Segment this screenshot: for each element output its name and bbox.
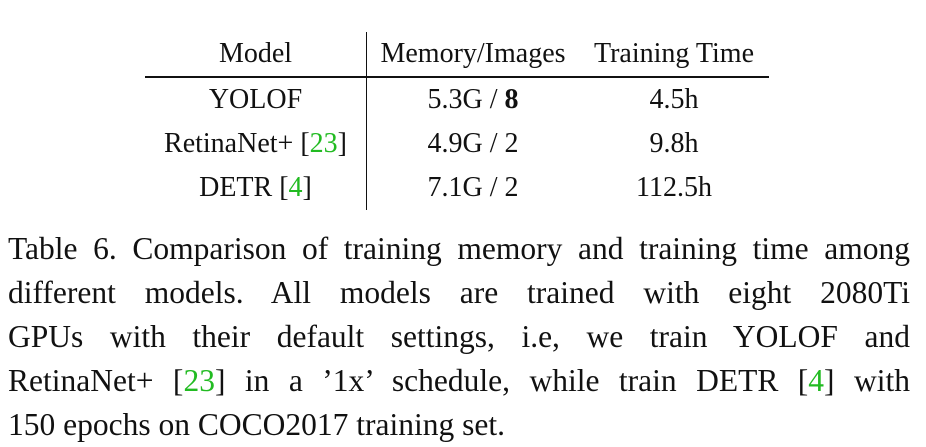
caption-line: different models. All models are trained… bbox=[8, 275, 910, 310]
caption-line: RetinaNet+ [23] in a ’1x’ schedule, whil… bbox=[8, 363, 911, 398]
citation-link[interactable]: 4 bbox=[288, 172, 303, 203]
citation-link[interactable]: 23 bbox=[309, 128, 338, 159]
citation-link[interactable]: 23 bbox=[183, 363, 215, 398]
caption-line: Table 6. Comparison of training memory a… bbox=[8, 231, 910, 266]
cell-time: 112.5h bbox=[636, 172, 712, 203]
cell-time: 4.5h bbox=[649, 84, 699, 115]
table-row: RetinaNet+ [23] 4.9G / 2 9.8h bbox=[145, 122, 769, 166]
cell-memory: 4.9G / 2 bbox=[427, 128, 519, 159]
cell-memory: 7.1G / 2 bbox=[427, 172, 519, 203]
cell-model: RetinaNet+ [23] bbox=[145, 122, 367, 166]
comparison-table: Model Memory/Images Training Time YOLOF … bbox=[145, 32, 769, 210]
header-model: Model bbox=[145, 32, 367, 78]
cell-model: YOLOF bbox=[145, 77, 367, 122]
caption-line: 150 epochs on COCO2017 training set. bbox=[8, 407, 505, 442]
caption-line: GPUs with their default settings, i.e, w… bbox=[8, 319, 910, 354]
cell-memory: 5.3G / 8 bbox=[427, 84, 519, 115]
header-training-time: Training Time bbox=[579, 32, 769, 78]
images-value-bold: 8 bbox=[504, 84, 519, 115]
table-row: YOLOF 5.3G / 8 4.5h bbox=[145, 77, 769, 122]
header-memory-images: Memory/Images bbox=[366, 32, 579, 78]
table-header-row: Model Memory/Images Training Time bbox=[145, 32, 769, 78]
table-row: DETR [4] 7.1G / 2 112.5h bbox=[145, 166, 769, 210]
cell-time: 9.8h bbox=[649, 128, 699, 159]
cell-model: DETR [4] bbox=[145, 166, 367, 210]
table-caption: Table 6. Comparison of training memory a… bbox=[8, 227, 910, 447]
citation-link[interactable]: 4 bbox=[808, 363, 825, 398]
